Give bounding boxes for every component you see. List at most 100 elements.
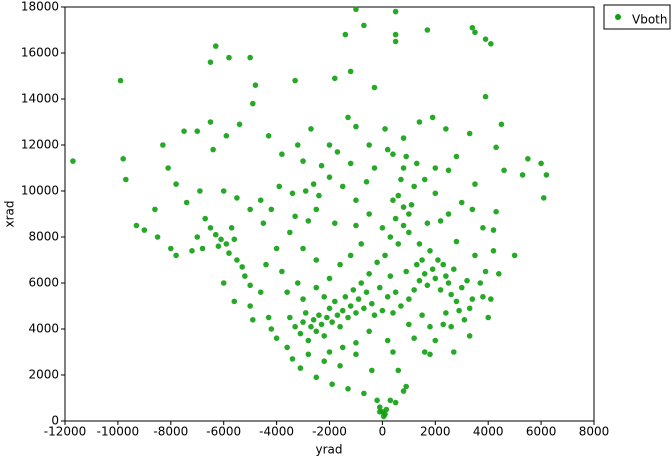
scatter-point [249,100,256,107]
scatter-point [413,160,420,167]
scatter-point [117,77,124,84]
x-tick-label: -6000 [206,425,241,439]
scatter-point [376,404,383,411]
scatter-point [292,323,298,330]
scatter-point [220,188,227,194]
scatter-point [400,135,407,141]
scatter-point [300,158,306,164]
scatter-point [466,333,473,339]
scatter-point [435,257,441,263]
scatter-point [305,351,312,358]
scatter-point [448,323,454,330]
scatter-point [260,220,267,226]
scatter-point [432,275,439,282]
scatter-point [226,250,232,256]
scatter-point [392,399,399,406]
scatter-point [337,323,343,330]
scatter-point [466,130,473,137]
scatter-point [392,31,399,38]
scatter-point [488,41,494,47]
scatter-point [363,289,370,296]
scatter-point [443,273,449,279]
scatter-point [353,340,359,346]
scatter-point [440,321,447,328]
scatter-point [220,280,227,286]
scatter-point [376,284,383,291]
scatter-point [411,183,417,190]
scatter-point [403,268,410,275]
scatter-point [374,259,380,266]
legend-marker [615,14,621,20]
scatter-point [321,358,328,365]
scatter-point [305,337,312,344]
scatter-point [247,54,253,61]
scatter-point [363,179,370,185]
scatter-point [416,241,423,247]
scatter-point [543,172,550,178]
scatter-point [398,176,404,183]
scatter-point [384,146,391,153]
scatter-point [313,257,320,263]
plot-area [64,6,595,422]
scatter-point [313,374,320,381]
y-tick-label: 2000 [28,368,59,382]
scatter-point [429,114,436,121]
scatter-point [501,167,507,174]
scatter-point [339,183,346,190]
scatter-point [382,411,388,417]
scatter-point [482,36,489,42]
scatter-point [300,296,306,302]
y-tick-label: 4000 [28,322,59,336]
scatter-point [181,128,187,134]
scatter-point [421,176,428,183]
scatter-point [400,204,407,210]
scatter-point [376,409,383,415]
scatter-point [313,284,320,291]
scatter-point [445,280,452,286]
scatter-point [525,156,531,162]
scatter-point [310,181,317,187]
scatter-point [371,165,378,171]
scatter-point [538,160,544,167]
scatter-point [202,215,208,222]
scatter-point [231,236,238,243]
scatter-point [498,121,505,128]
scatter-point [395,241,402,247]
scatter-point [321,333,328,339]
scatter-point [424,282,431,289]
scatter-point [392,289,399,296]
scatter-point [490,248,497,254]
x-axis-label: yrad [315,443,342,457]
scatter-point [408,202,415,208]
scatter-point [379,307,386,314]
scatter-point [382,252,388,259]
scatter-point [469,296,476,302]
scatter-point [345,386,351,392]
scatter-point [464,277,470,284]
scatter-point [511,252,518,259]
scatter-point [289,190,296,197]
scatter-point [358,280,365,286]
scatter-point [406,296,412,302]
y-tick-label: 12000 [21,138,59,152]
scatter-point [339,344,346,351]
scatter-point [300,245,306,252]
scatter-point [366,142,372,148]
x-tick-label: 4000 [473,425,504,439]
scatter-point [453,153,460,160]
x-tick-label: -8000 [153,425,188,439]
scatter-point [165,165,171,171]
scatter-point [390,151,396,157]
scatter-point [472,252,478,259]
y-tick-label: 16000 [21,46,59,60]
scatter-point [173,181,179,187]
scatter-point [384,294,391,300]
scatter-point [326,142,333,148]
scatter-point [347,252,354,259]
scatter-point [70,158,76,164]
scatter-point [369,300,375,307]
scatter-point [257,197,264,203]
scatter-point [347,160,354,167]
scatter-point [239,264,246,270]
scatter-point [249,317,256,323]
